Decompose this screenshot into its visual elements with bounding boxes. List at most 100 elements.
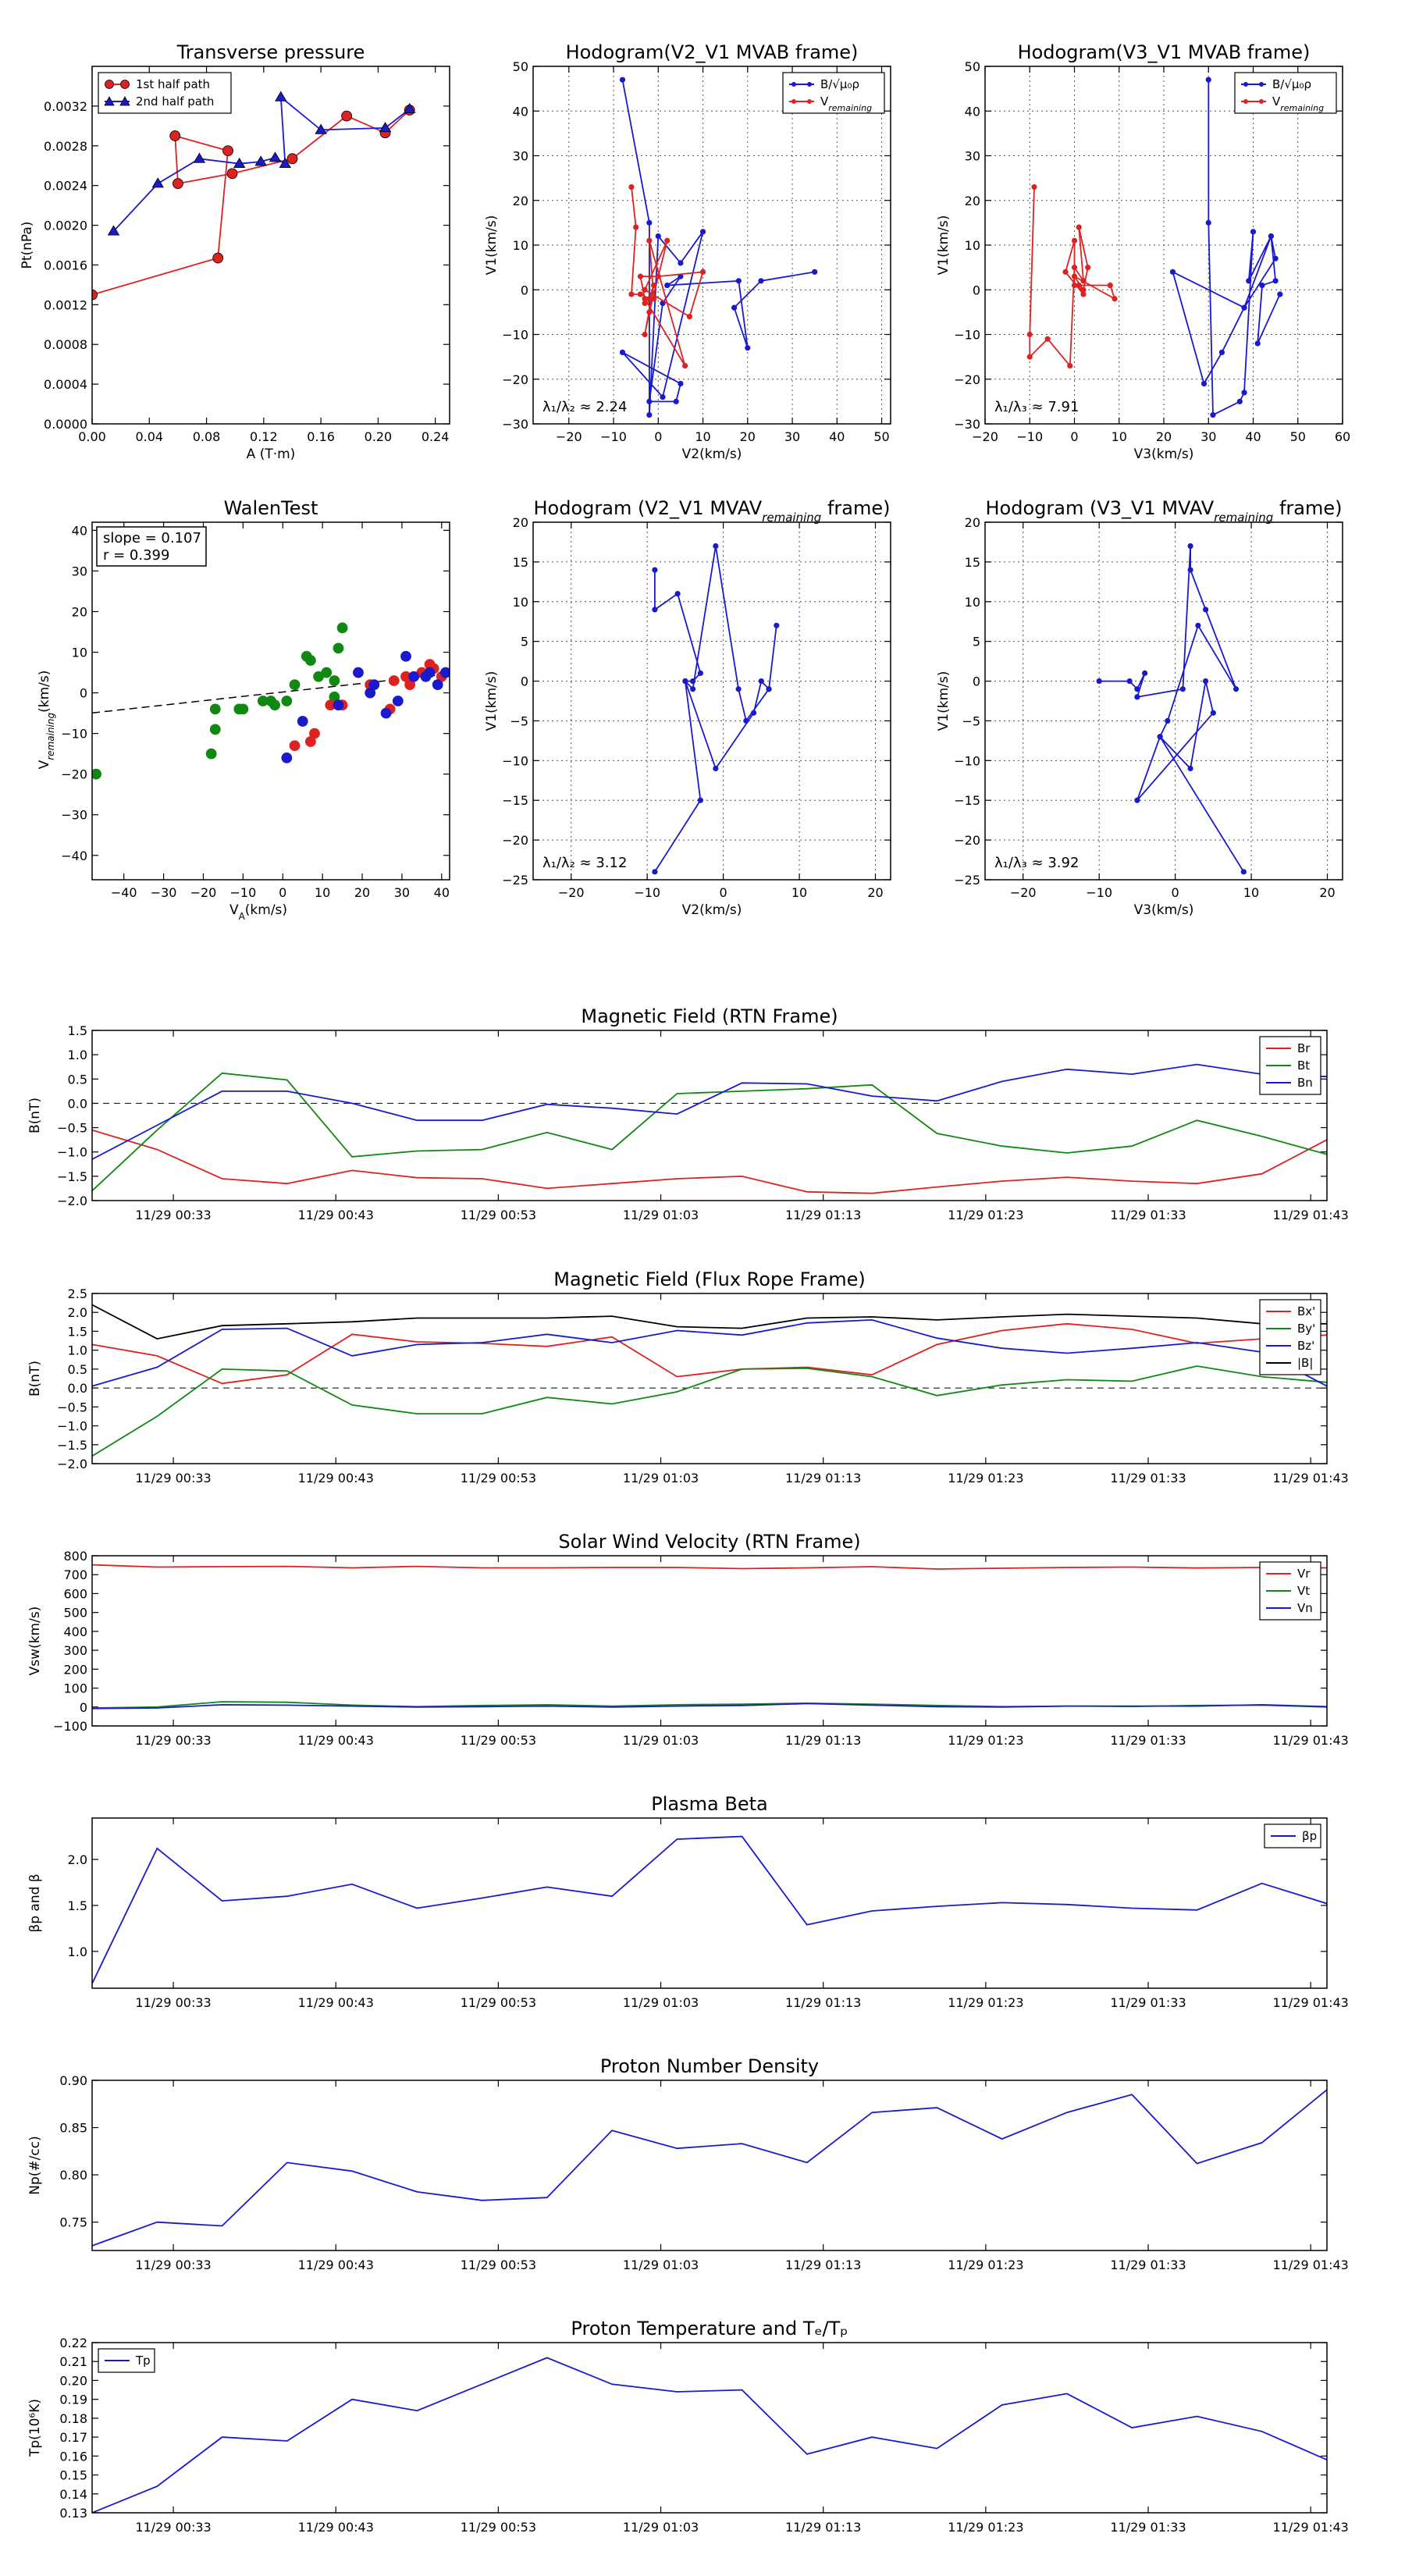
- y-tick-label: −25: [502, 873, 528, 888]
- y-tick-label: −10: [502, 328, 528, 343]
- data-point: [646, 309, 653, 315]
- data-point: [1272, 278, 1279, 284]
- data-point: [1067, 362, 1073, 369]
- x-tick-label: 11/29 00:33: [135, 1995, 211, 2010]
- data-point: [1200, 380, 1208, 387]
- y-tick-label: −20: [954, 372, 980, 387]
- y-tick-label: 0.20: [59, 2373, 87, 2388]
- data-point: [1169, 269, 1176, 275]
- legend-marker: [119, 96, 130, 106]
- data-point: [388, 675, 400, 686]
- data-point: [321, 667, 333, 678]
- x-tick-label: −10: [1016, 429, 1043, 444]
- series-line-vsw-2: [92, 1703, 1327, 1710]
- x-tick-label: 0: [279, 885, 286, 900]
- data-point: [650, 296, 657, 302]
- y-tick-label: 2.5: [68, 1286, 87, 1301]
- data-point: [209, 724, 221, 735]
- y-label-subscript: remaining: [45, 713, 56, 760]
- legend-marker: [791, 82, 796, 87]
- y-tick-label: 0.0000: [44, 417, 87, 432]
- y-tick-label: 30: [965, 149, 980, 164]
- y-tick-label: −1.0: [57, 1145, 87, 1160]
- legend: βp: [1264, 1823, 1321, 1848]
- plot-frame: [91, 1555, 1328, 1727]
- x-tick-label: −20: [190, 885, 217, 900]
- plot-frame: [91, 66, 450, 425]
- data-point: [432, 679, 443, 691]
- x-tick-label: 11/29 01:43: [1273, 2520, 1349, 2535]
- x-tick-label: 11/29 00:43: [298, 1995, 374, 2010]
- data-point: [209, 703, 221, 715]
- y-tick-label: 0.75: [59, 2215, 87, 2230]
- data-point: [690, 686, 696, 692]
- data-point: [1026, 354, 1033, 360]
- data-point: [281, 752, 293, 763]
- x-tick-label: 50: [1290, 429, 1306, 444]
- panel-h4: −20 −10 0 10 20−25−20−15−10−505101520Hodogra…: [936, 497, 1343, 918]
- y-tick-label: 0.5: [68, 1362, 87, 1377]
- x-tick-label: 20: [867, 885, 883, 900]
- data-point: [745, 345, 751, 351]
- data-point: [169, 130, 181, 141]
- x-tick-label: 0.04: [135, 429, 163, 444]
- legend-marker: [1259, 99, 1264, 104]
- x-tick-label: 10: [1243, 885, 1259, 900]
- data-point: [1259, 282, 1265, 289]
- y-tick-label: 0.0004: [44, 377, 87, 392]
- y-tick-label: −15: [954, 793, 980, 808]
- data-point: [424, 667, 436, 678]
- plot-frame: [984, 66, 1343, 425]
- legend-label: |B|: [1297, 1356, 1313, 1370]
- y-tick-label: 500: [63, 1606, 87, 1621]
- y-tick-label: 0.18: [59, 2411, 87, 2426]
- y-tick-label: 50: [965, 59, 980, 74]
- y-tick-label: 1.5: [68, 1324, 87, 1339]
- data-point: [1254, 340, 1261, 347]
- data-point: [269, 699, 280, 711]
- x-tick-label: 11/29 01:23: [948, 1995, 1023, 2010]
- x-tick-label: −20: [1010, 885, 1037, 900]
- y-tick-label: −1.5: [57, 1438, 87, 1453]
- legend-label: By': [1297, 1322, 1315, 1336]
- data-point: [1071, 273, 1078, 279]
- x-tick-label: 11/29 01:43: [1273, 1995, 1349, 2010]
- data-point: [1126, 678, 1133, 685]
- data-point: [269, 151, 282, 162]
- x-tick-label: −10: [600, 429, 627, 444]
- x-tick-label: 40: [1245, 429, 1261, 444]
- legend-subscript: remaining: [828, 103, 872, 113]
- panel-vsw: 11/29 00:33 11/29 00:43 11/29 00:53 11/29 0…: [27, 1531, 1349, 1748]
- eigenvalue-ratio: λ₁/λ₃ ≈ 7.91: [994, 399, 1079, 415]
- plot-area-h4: [1096, 543, 1247, 875]
- legend-label: 1st half path: [136, 77, 210, 91]
- panel-magrtn: 11/29 00:33 11/29 00:43 11/29 00:53 11/29 0…: [27, 1005, 1349, 1222]
- y-tick-label: 0.15: [59, 2468, 87, 2483]
- legend-subscript: remaining: [1280, 103, 1324, 113]
- x-tick-label: 11/29 01:13: [785, 1471, 861, 1485]
- legend-label: Br: [1297, 1041, 1311, 1055]
- y-tick-label: −5: [510, 713, 528, 728]
- y-tick-label: 1.0: [68, 1048, 87, 1062]
- plot-area-pt: [92, 91, 416, 301]
- data-point: [628, 291, 635, 297]
- y-tick-label: −10: [954, 328, 980, 343]
- x-tick-label: 11/29 01:33: [1110, 1995, 1186, 2010]
- legend-label: Bx': [1297, 1304, 1315, 1318]
- data-point: [289, 740, 301, 752]
- data-point: [1272, 255, 1279, 262]
- title-subscript: remaining: [1214, 511, 1273, 525]
- x-tick-label: 11/29 00:43: [298, 2520, 374, 2535]
- y-tick-label: 0: [80, 1700, 87, 1715]
- x-tick-label: 11/29 00:33: [135, 1208, 211, 1222]
- data-point: [254, 155, 267, 166]
- plot-area-h2: [1026, 76, 1283, 418]
- x-tick-label: 0.20: [365, 429, 393, 444]
- x-tick-label: 0: [720, 885, 727, 900]
- panel-magfr: 11/29 00:33 11/29 00:43 11/29 00:53 11/29 0…: [27, 1268, 1349, 1485]
- x-tick-label: −30: [151, 885, 177, 900]
- data-point: [1241, 304, 1247, 311]
- data-point: [1210, 411, 1216, 418]
- x-tick-label: 0.24: [422, 429, 450, 444]
- x-tick-label: 11/29 01:43: [1273, 1733, 1349, 1748]
